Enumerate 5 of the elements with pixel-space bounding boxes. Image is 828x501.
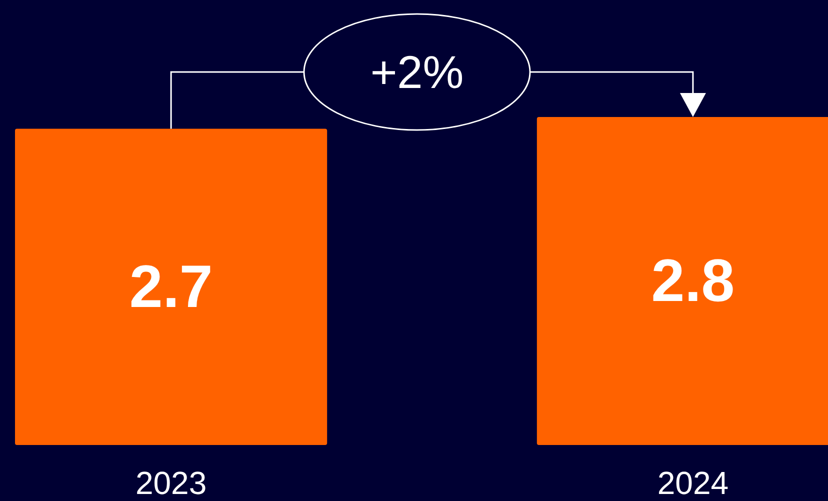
- x-tick-label: 2023: [135, 465, 207, 501]
- text: +2%: [370, 46, 464, 98]
- x-tick-label: 2024: [657, 465, 729, 501]
- data-label: 2.8: [651, 247, 735, 314]
- data-label: 2.7: [129, 252, 213, 320]
